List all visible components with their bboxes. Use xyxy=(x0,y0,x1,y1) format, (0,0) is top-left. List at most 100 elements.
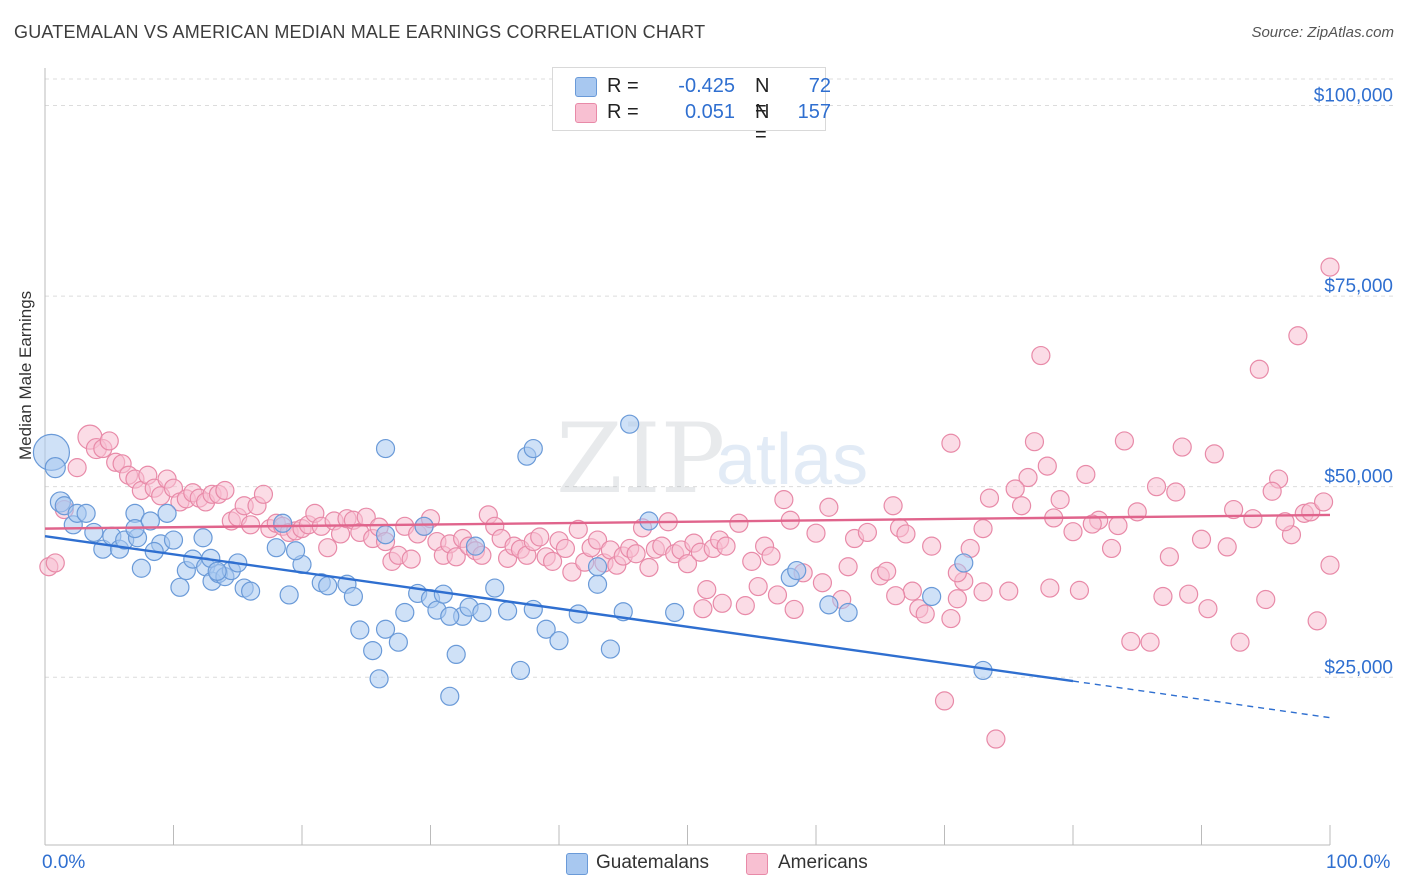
data-point-americans xyxy=(1313,492,1334,512)
data-point-americans xyxy=(1063,522,1083,542)
data-point-americans xyxy=(446,547,466,567)
data-point-americans xyxy=(1031,345,1051,366)
data-point-americans xyxy=(555,538,576,559)
x-tick-max: 100.0% xyxy=(1326,852,1391,873)
data-point-guatemalans xyxy=(170,577,190,597)
data-point-guatemalans xyxy=(44,457,66,479)
data-point-americans xyxy=(1179,584,1199,604)
data-point-americans xyxy=(934,691,955,711)
data-point-americans xyxy=(1024,432,1045,452)
data-point-guatemalans xyxy=(922,586,942,607)
data-point-americans xyxy=(1320,257,1340,277)
data-point-americans xyxy=(626,544,646,564)
data-point-americans xyxy=(562,562,582,582)
data-point-americans xyxy=(947,589,967,609)
data-point-guatemalans xyxy=(157,503,177,523)
data-point-americans xyxy=(697,580,717,600)
data-point-guatemalans xyxy=(600,639,621,659)
data-point-americans xyxy=(1198,599,1218,619)
legend-n-value: 157 xyxy=(797,101,831,123)
bottom-legend-swatch-americans xyxy=(746,853,768,875)
axes xyxy=(44,68,1331,846)
data-point-americans xyxy=(941,433,961,453)
data-point-americans xyxy=(401,549,421,569)
data-point-americans xyxy=(318,538,338,558)
y-tick-label: $25,000 xyxy=(1324,657,1393,678)
trend-line-americans xyxy=(44,513,1331,530)
legend-r-value: 0.051 xyxy=(684,101,735,123)
bottom-legend-swatch-guatemalans xyxy=(566,853,588,875)
data-point-guatemalans xyxy=(446,644,466,665)
data-point-guatemalans xyxy=(498,601,518,621)
data-point-americans xyxy=(1108,515,1128,536)
data-point-americans xyxy=(1249,359,1269,379)
data-point-americans xyxy=(568,519,588,539)
data-point-americans xyxy=(774,490,794,510)
data-point-americans xyxy=(67,458,87,478)
legend-r-label: R = xyxy=(607,75,639,97)
data-point-guatemalans xyxy=(819,595,839,615)
data-point-guatemalans xyxy=(440,606,460,626)
data-point-americans xyxy=(693,599,713,619)
data-point-americans xyxy=(1082,514,1102,534)
y-tick-label: $50,000 xyxy=(1324,467,1393,488)
data-point-guatemalans xyxy=(549,631,569,651)
legend-swatch-guatemalans xyxy=(575,77,597,97)
data-point-guatemalans xyxy=(523,438,543,459)
data-point-americans xyxy=(767,585,788,605)
data-point-guatemalans xyxy=(388,632,408,652)
data-point-guatemalans xyxy=(536,619,556,639)
data-point-americans xyxy=(1153,586,1173,607)
data-point-guatemalans xyxy=(954,553,974,573)
data-point-guatemalans xyxy=(318,576,338,596)
data-point-americans xyxy=(819,497,839,517)
watermark-zip: ZIP xyxy=(556,403,725,515)
data-point-americans xyxy=(941,608,961,629)
data-point-guatemalans xyxy=(193,528,213,548)
data-point-americans xyxy=(1224,499,1244,520)
data-point-americans xyxy=(1005,479,1025,499)
data-point-americans xyxy=(530,527,550,547)
data-point-americans xyxy=(1256,589,1276,610)
data-point-americans xyxy=(973,519,993,539)
trend-line-guatemalans-extension xyxy=(1072,680,1331,719)
data-point-americans xyxy=(915,604,935,624)
data-point-americans xyxy=(729,513,749,533)
data-point-americans xyxy=(806,523,826,543)
data-point-americans xyxy=(639,557,659,578)
data-point-guatemalans xyxy=(140,511,160,531)
legend-swatch-americans xyxy=(575,103,597,123)
data-point-americans xyxy=(1011,496,1032,516)
trend-lines xyxy=(44,513,1331,719)
data-point-americans xyxy=(922,536,942,556)
data-point-guatemalans xyxy=(375,525,396,545)
data-point-americans xyxy=(896,524,916,544)
data-point-guatemalans xyxy=(375,438,396,459)
y-tick-label: $75,000 xyxy=(1324,276,1393,297)
correlation-legend: R = -0.425 N = 72 R = 0.051 N = 157 xyxy=(552,67,831,146)
data-point-americans xyxy=(1166,482,1186,502)
y-axis-label: Median Male Earnings xyxy=(16,290,35,460)
data-point-americans xyxy=(1140,632,1160,652)
bottom-legend-label-americans: Americans xyxy=(778,852,868,873)
data-point-americans xyxy=(677,554,698,574)
data-point-guatemalans xyxy=(285,541,306,561)
data-point-americans xyxy=(1288,326,1308,346)
data-point-guatemalans xyxy=(375,619,396,639)
data-point-americans xyxy=(1307,611,1327,631)
data-point-americans xyxy=(1121,631,1141,652)
data-point-guatemalans xyxy=(279,585,299,605)
data-point-americans xyxy=(857,522,878,543)
data-point-guatemalans xyxy=(510,660,531,681)
watermark: ZIP atlas xyxy=(556,403,868,515)
data-point-americans xyxy=(1320,555,1340,575)
data-point-americans xyxy=(761,546,781,566)
data-point-americans xyxy=(735,596,755,616)
data-point-guatemalans xyxy=(207,561,227,581)
data-point-americans xyxy=(883,496,903,516)
data-point-guatemalans xyxy=(568,604,588,624)
data-point-guatemalans xyxy=(363,640,383,661)
data-point-guatemalans xyxy=(241,581,261,601)
data-point-americans xyxy=(748,576,768,597)
